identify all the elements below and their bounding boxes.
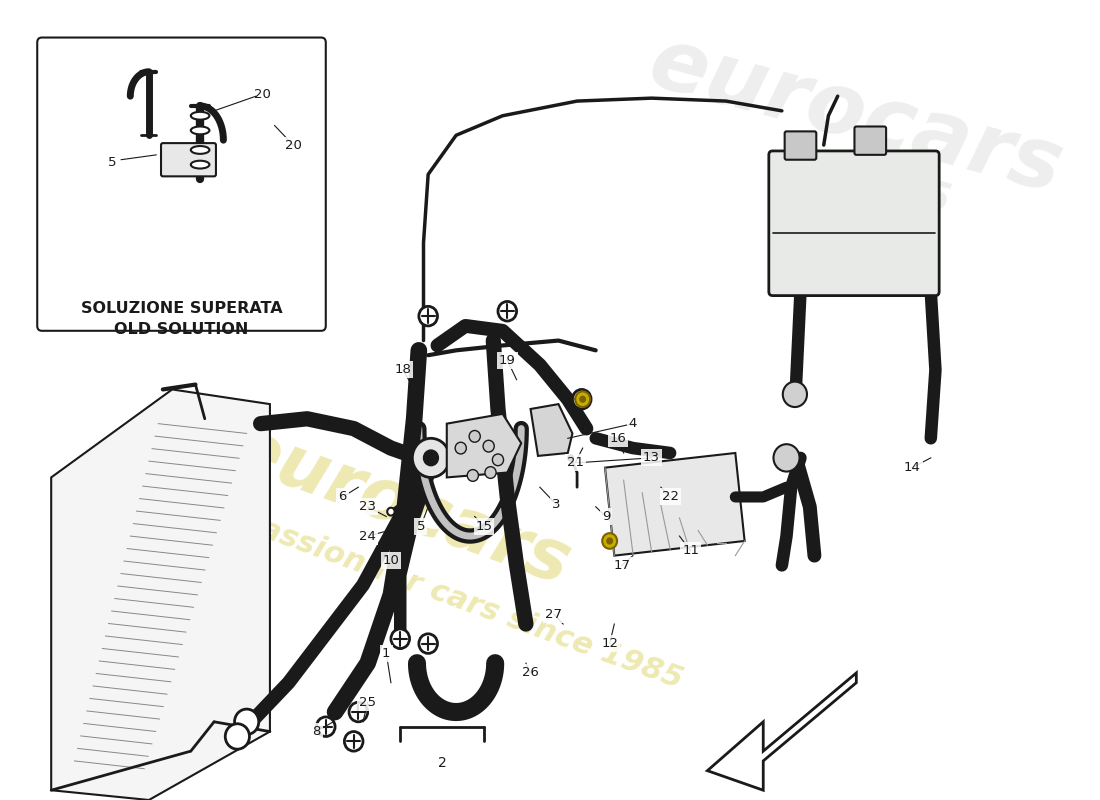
Circle shape: [317, 717, 336, 737]
Text: 24: 24: [360, 530, 376, 542]
Text: 22: 22: [662, 490, 679, 503]
Circle shape: [419, 634, 438, 654]
Circle shape: [455, 442, 466, 454]
Circle shape: [580, 396, 585, 402]
Text: 20: 20: [285, 138, 301, 151]
Text: 8: 8: [312, 725, 321, 738]
Text: 9: 9: [602, 510, 610, 523]
Ellipse shape: [190, 126, 209, 134]
Text: 6: 6: [339, 490, 346, 503]
Text: eurocars: eurocars: [221, 414, 580, 600]
Polygon shape: [707, 673, 856, 790]
Text: a passion for cars since 1985: a passion for cars since 1985: [207, 495, 688, 694]
Polygon shape: [447, 414, 521, 478]
Polygon shape: [605, 453, 745, 556]
Ellipse shape: [190, 146, 209, 154]
Text: 13: 13: [644, 451, 660, 464]
Circle shape: [607, 538, 613, 544]
Circle shape: [344, 731, 363, 751]
Text: SOLUZIONE SUPERATA
OLD SOLUTION: SOLUZIONE SUPERATA OLD SOLUTION: [80, 302, 283, 338]
Circle shape: [469, 430, 481, 442]
Circle shape: [419, 306, 438, 326]
Circle shape: [349, 702, 367, 722]
Circle shape: [575, 391, 590, 407]
FancyBboxPatch shape: [161, 143, 216, 176]
Circle shape: [483, 440, 494, 452]
Text: 27: 27: [546, 608, 562, 621]
Text: 19: 19: [498, 354, 516, 366]
Circle shape: [226, 724, 250, 749]
Circle shape: [390, 629, 409, 649]
Ellipse shape: [190, 161, 209, 169]
Ellipse shape: [190, 112, 209, 120]
Text: 21: 21: [566, 456, 584, 470]
Polygon shape: [530, 404, 572, 456]
Circle shape: [234, 709, 258, 734]
Text: 12: 12: [602, 637, 618, 650]
FancyBboxPatch shape: [855, 126, 887, 155]
Circle shape: [468, 470, 478, 482]
Circle shape: [498, 302, 517, 321]
Text: 1: 1: [382, 647, 390, 660]
Text: 5: 5: [108, 156, 115, 169]
Text: 10: 10: [383, 554, 399, 567]
Circle shape: [602, 533, 617, 549]
Polygon shape: [52, 390, 270, 800]
Circle shape: [493, 454, 504, 466]
Text: 26: 26: [522, 666, 539, 679]
Text: 4: 4: [629, 417, 637, 430]
Text: 17: 17: [614, 559, 630, 572]
Text: 2: 2: [438, 756, 447, 770]
Text: 15: 15: [475, 520, 493, 533]
Text: 25: 25: [360, 696, 376, 709]
Circle shape: [387, 508, 395, 515]
Text: 23: 23: [360, 500, 376, 514]
Text: 11: 11: [682, 544, 700, 558]
FancyBboxPatch shape: [784, 131, 816, 160]
Circle shape: [783, 382, 807, 407]
Text: 14: 14: [904, 461, 921, 474]
Circle shape: [773, 444, 800, 471]
Circle shape: [412, 438, 450, 478]
FancyBboxPatch shape: [37, 38, 326, 330]
Text: 18: 18: [395, 363, 411, 376]
Circle shape: [568, 455, 573, 461]
Circle shape: [572, 390, 591, 409]
FancyBboxPatch shape: [769, 151, 939, 296]
Circle shape: [424, 450, 439, 466]
Text: 3: 3: [552, 498, 561, 511]
Text: eurocars: eurocars: [640, 21, 1072, 210]
Circle shape: [485, 466, 496, 478]
Text: 20: 20: [254, 88, 271, 101]
Text: 1985: 1985: [832, 154, 955, 224]
Text: 5: 5: [417, 520, 425, 533]
Text: 16: 16: [609, 432, 627, 445]
